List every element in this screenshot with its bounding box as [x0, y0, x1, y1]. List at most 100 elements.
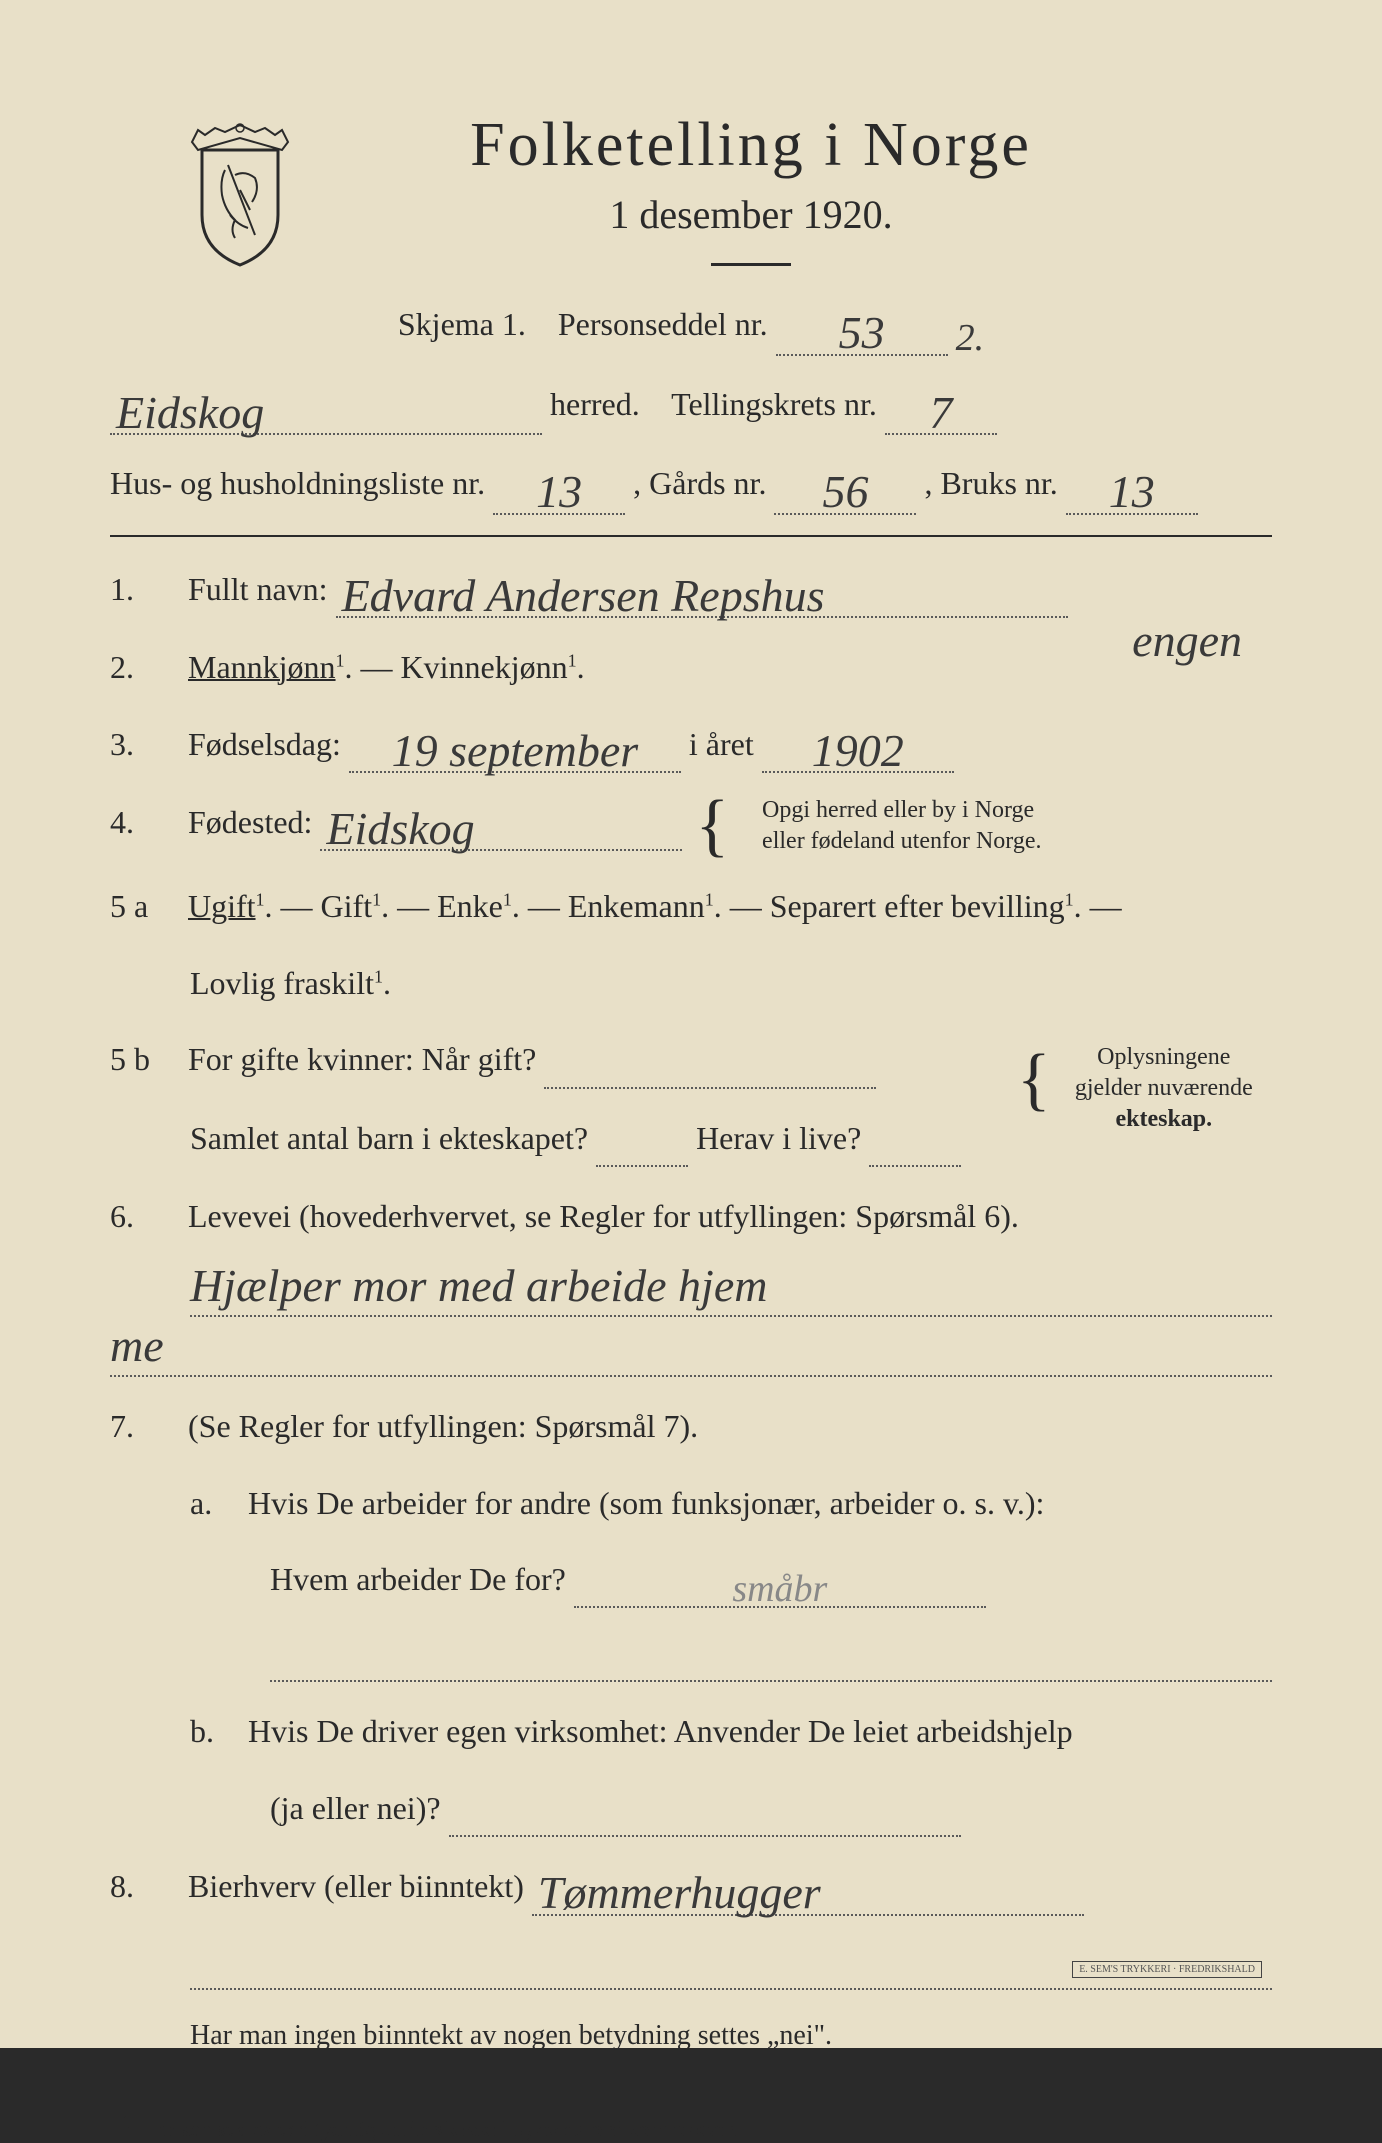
- title-block: Folketelling i Norge 1 desember 1920.: [230, 110, 1272, 266]
- q2-row: 2. Mannkjønn1. — Kvinnekjønn1. engen: [110, 640, 1272, 694]
- section-divider: [110, 535, 1272, 537]
- q4-note-l1: Opgi herred eller by i Norge: [762, 797, 1034, 823]
- q4-num: 4.: [110, 795, 180, 849]
- q7a-value: småbr: [732, 1572, 827, 1606]
- q4-note-l2: eller fødeland utenfor Norge.: [762, 828, 1041, 854]
- herred-label: herred.: [550, 386, 640, 422]
- q7a-row: a. Hvis De arbeider for andre (som funks…: [110, 1476, 1272, 1530]
- q6-label: Levevei (hovederhvervet, se Regler for u…: [188, 1198, 1019, 1234]
- herred-line: Eidskog herred. Tellingskrets nr. 7: [110, 376, 1272, 436]
- footnote: 1 Her kan svares ved tydelig underskrekn…: [110, 2112, 1272, 2142]
- norway-crest-icon: [180, 120, 300, 270]
- skjema-line: Skjema 1. Personseddel nr. 53 2.: [110, 296, 1272, 356]
- q5b-side-l1: Oplysningene: [1097, 1044, 1230, 1070]
- q1-row: 1. Fullt navn: Edvard Andersen Repshus: [110, 562, 1272, 618]
- q1-overflow: engen: [1132, 620, 1242, 661]
- skjema-label: Skjema 1.: [398, 306, 526, 342]
- main-title: Folketelling i Norge: [230, 110, 1272, 181]
- q2-mann: Mannkjønn: [188, 649, 336, 685]
- q5b-label2: Samlet antal barn i ekteskapet?: [190, 1120, 588, 1156]
- bruks-label: , Bruks nr.: [924, 465, 1057, 501]
- q3-row: 3. Fødselsdag: 19 september i året 1902: [110, 717, 1272, 773]
- q4-label: Fødested:: [188, 804, 312, 840]
- q4-side-note: Opgi herred eller by i Norge eller fødel…: [762, 795, 1041, 857]
- q6-value-l2: me: [110, 1325, 164, 1366]
- q7b-row2: (ja eller nei)?: [110, 1781, 1272, 1837]
- q4-row: 4. Fødested: Eidskog { Opgi herred eller…: [110, 795, 1272, 857]
- footnote-sup: 1: [121, 2112, 130, 2132]
- subtitle: 1 desember 1920.: [230, 191, 1272, 238]
- hushold-nr: 13: [536, 471, 582, 512]
- q7a-text1: Hvis De arbeider for andre (som funksjon…: [248, 1485, 1044, 1521]
- hushold-label: Hus- og husholdningsliste nr.: [110, 465, 485, 501]
- q1-value: Edvard Andersen Repshus: [342, 575, 825, 616]
- q7b-row: b. Hvis De driver egen virksomhet: Anven…: [110, 1704, 1272, 1758]
- q5b-row2: Samlet antal barn i ekteskapet? Herav i …: [110, 1111, 1272, 1167]
- q7b-label: b.: [190, 1704, 240, 1758]
- q5a-lovlig: Lovlig fraskilt: [190, 965, 374, 1001]
- footnote-text: Her kan svares ved tydelig: [141, 2117, 381, 2142]
- q6-row: 6. Levevei (hovederhvervet, se Regler fo…: [110, 1189, 1272, 1243]
- q6-value-line2: me: [110, 1325, 1272, 1377]
- q7-num: 7.: [110, 1399, 180, 1453]
- personseddel-label: Personseddel nr.: [558, 306, 768, 342]
- q8-note-row: Har man ingen biinntekt av nogen betydni…: [110, 2012, 1272, 2060]
- q7b-text1: Hvis De driver egen virksomhet: Anvender…: [248, 1713, 1073, 1749]
- footnote-divider: [110, 2081, 1272, 2082]
- q4-value: Eidskog: [326, 808, 474, 849]
- q5b-label1: For gifte kvinner: Når gift?: [188, 1041, 536, 1077]
- q7-label: (Se Regler for utfyllingen: Spørsmål 7).: [188, 1408, 698, 1444]
- q5b-row: 5 b For gifte kvinner: Når gift? { Oplys…: [110, 1032, 1272, 1088]
- personseddel-nr: 53: [839, 312, 885, 353]
- q6-value-line1: Hjælper mor med arbeide hjem: [190, 1265, 1272, 1317]
- q3-day: 19 september: [392, 730, 639, 771]
- q7a-label: a.: [190, 1476, 240, 1530]
- q7a-row2: Hvem arbeider De for? småbr: [110, 1552, 1272, 1608]
- q3-year-label: i året: [689, 726, 754, 762]
- q5a-enkemann: Enkemann: [568, 888, 705, 924]
- title-divider: [711, 263, 791, 266]
- q7-row: 7. (Se Regler for utfyllingen: Spørsmål …: [110, 1399, 1272, 1453]
- q5a-row2: Lovlig fraskilt1.: [110, 956, 1272, 1010]
- q6-num: 6.: [110, 1189, 180, 1243]
- q3-num: 3.: [110, 717, 180, 771]
- brace-icon: {: [695, 798, 729, 854]
- q7a-blank-line: [270, 1630, 1272, 1682]
- q5b-side-l2: gjelder nuværende: [1075, 1075, 1253, 1101]
- q6-value-l1: Hjælper mor med arbeide hjem: [190, 1265, 767, 1306]
- herred-value: Eidskog: [116, 392, 264, 433]
- q5b-label3: Herav i live?: [696, 1120, 861, 1156]
- hushold-line: Hus- og husholdningsliste nr. 13 , Gårds…: [110, 455, 1272, 515]
- q2-num: 2.: [110, 640, 180, 694]
- q3-year: 1902: [812, 730, 904, 771]
- q7a-text2: Hvem arbeider De for?: [270, 1561, 566, 1597]
- q3-label: Fødselsdag:: [188, 726, 341, 762]
- personseddel-suffix: 2.: [956, 321, 985, 355]
- q8-value: Tømmerhugger: [538, 1872, 821, 1913]
- q5a-gift: Gift: [321, 888, 373, 924]
- q2-dash: —: [361, 649, 401, 685]
- q1-label: Fullt navn:: [188, 571, 328, 607]
- footnote-bold: underskrekning av de ord som passer.: [381, 2117, 737, 2142]
- census-form-page: Folketelling i Norge 1 desember 1920. Sk…: [0, 0, 1382, 2048]
- q2-kvinne: Kvinnekjønn: [401, 649, 568, 685]
- q8-label: Bierhverv (eller biinntekt): [188, 1868, 524, 1904]
- q8-row: 8. Bierhverv (eller biinntekt) Tømmerhug…: [110, 1859, 1272, 1915]
- brace-icon: {: [1017, 1052, 1051, 1108]
- gards-label: , Gårds nr.: [633, 465, 766, 501]
- q5a-num: 5 a: [110, 879, 180, 933]
- q5a-ugift: Ugift: [188, 888, 256, 924]
- q8-note: Har man ingen biinntekt av nogen betydni…: [190, 2020, 832, 2051]
- gards-nr: 56: [822, 471, 868, 512]
- q5b-num: 5 b: [110, 1032, 180, 1086]
- q5a-row: 5 a Ugift1. — Gift1. — Enke1. — Enkemann…: [110, 879, 1272, 933]
- printer-stamp: E. SEM'S TRYKKERI · FREDRIKSHALD: [1072, 1961, 1262, 1978]
- q8-num: 8.: [110, 1859, 180, 1913]
- tellingskrets-label: Tellingskrets nr.: [671, 386, 877, 422]
- q5a-separert: Separert efter bevilling: [770, 888, 1065, 924]
- bruks-nr: 13: [1109, 471, 1155, 512]
- q7b-text2: (ja eller nei)?: [270, 1790, 441, 1826]
- q1-num: 1.: [110, 562, 180, 616]
- tellingskrets-nr: 7: [929, 392, 952, 433]
- q5a-enke: Enke: [437, 888, 503, 924]
